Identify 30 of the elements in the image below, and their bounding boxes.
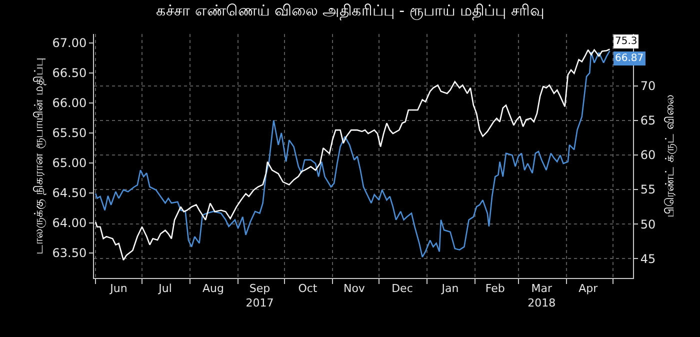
y2-axis-title: பிரெண்ட் க்ருட் விலை — [662, 94, 678, 218]
x-tick-label: Sep 2017 — [246, 282, 274, 310]
y-tick-label: 66.00 — [52, 96, 87, 110]
y2-tick-label: 60 — [640, 148, 656, 162]
x-tick-label: Mar 2018 — [528, 282, 556, 310]
y-tick-label: 67.00 — [52, 36, 87, 50]
y-tick-label: 64.00 — [52, 216, 87, 230]
chart-title: கச்சா எண்ணெய் விலை அதிகரிப்பு - ரூபாய் மதிப்பு சரிவு — [156, 2, 544, 20]
x-tick-label: Jan — [440, 282, 459, 296]
x-tick-label: Jul — [158, 282, 172, 296]
data-label: 66.87 — [615, 53, 644, 64]
y2-tick-label: 70 — [640, 79, 656, 94]
y-tick-label: 66.50 — [52, 66, 87, 80]
y2-tick-label: 65 — [640, 114, 656, 128]
y-tick-label: 64.50 — [52, 186, 87, 200]
y2-tick-label: 45 — [640, 252, 656, 266]
y2-tick-label: 55 — [640, 182, 656, 197]
x-tick-label: Nov — [343, 282, 366, 296]
x-tick-label: Oct — [298, 282, 318, 296]
y-tick-label: 65.00 — [52, 156, 87, 170]
y-tick-label: 65.50 — [52, 126, 87, 140]
x-tick-label: Aug — [202, 282, 224, 296]
y2-tick-label: 50 — [640, 217, 656, 232]
y-axis-title: டாலருக்கு நிகரான ரூபாயின் மதிப்பு — [32, 57, 47, 255]
x-tick-label: Dec — [392, 282, 413, 296]
x-tick-label: Jun — [109, 282, 128, 296]
data-label: 75.3 — [615, 36, 638, 47]
x-tick-label: Feb — [485, 282, 505, 296]
x-tick-label: Apr — [578, 282, 598, 296]
y-tick-label: 63.50 — [52, 246, 87, 260]
